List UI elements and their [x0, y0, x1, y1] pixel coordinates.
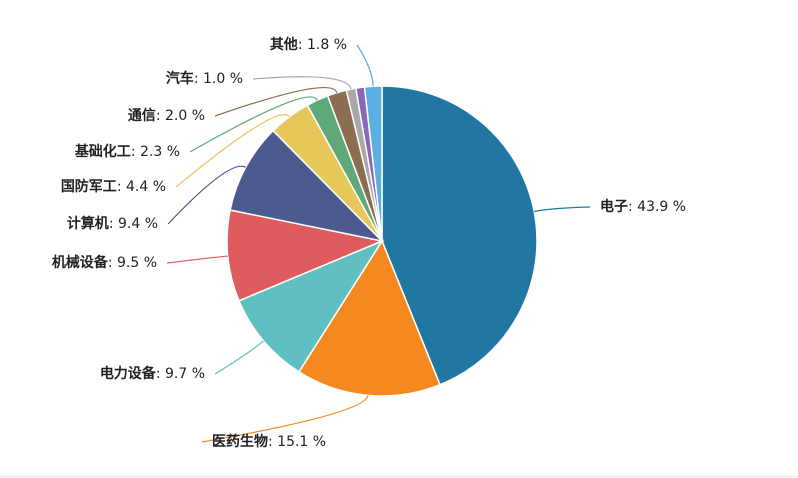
category-name: 汽车 — [166, 70, 194, 87]
leader-line — [252, 76, 352, 90]
value-label: : 4.4 % — [117, 179, 166, 195]
category-name: 医药生物 — [212, 433, 268, 450]
value-label: : 1.8 % — [298, 37, 347, 53]
slice-label: 机械设备: 9.5 % — [52, 254, 157, 271]
slice-label: 医药生物: 15.1 % — [212, 433, 326, 450]
category-name: 国防军工 — [61, 178, 117, 195]
slice-label: 汽车: 1.0 % — [166, 70, 243, 87]
pie-slice — [297, 239, 441, 397]
category-name: 电子 — [600, 198, 628, 215]
pie-slice — [226, 209, 385, 302]
value-label: : 9.4 % — [109, 216, 158, 232]
leader-line — [201, 395, 369, 443]
slice-label: 电子: 43.9 % — [600, 198, 686, 215]
slice-label: 电力设备: 9.7 % — [100, 365, 205, 382]
category-name: 电力设备 — [100, 365, 157, 382]
pie-slice — [229, 129, 385, 243]
value-label: : 1.0 % — [194, 71, 243, 87]
category-name: 其他 — [270, 36, 298, 53]
leader-line — [214, 340, 264, 375]
value-label: : 43.9 % — [628, 199, 686, 215]
slice-label: 基础化工: 2.3 % — [75, 143, 180, 160]
leader-line — [175, 114, 290, 188]
slice-label: 通信: 2.0 % — [128, 107, 205, 124]
category-name: 基础化工 — [75, 143, 131, 160]
value-label: : 9.5 % — [108, 255, 157, 271]
leader-line — [214, 87, 338, 117]
value-label: : 15.1 % — [268, 434, 326, 450]
category-name: 通信 — [128, 107, 156, 124]
leader-line — [534, 206, 591, 213]
value-label: : 2.3 % — [131, 144, 180, 160]
leader-line — [167, 165, 246, 225]
category-name: 计算机 — [67, 215, 109, 232]
slice-label: 国防军工: 4.4 % — [61, 178, 166, 195]
slice-label: 计算机: 9.4 % — [67, 215, 158, 232]
category-name: 机械设备 — [52, 254, 109, 271]
value-label: : 9.7 % — [156, 366, 205, 382]
leader-line — [189, 96, 318, 153]
slice-label: 其他: 1.8 % — [270, 36, 347, 53]
leader-line — [166, 255, 228, 264]
leader-line — [356, 44, 374, 87]
value-label: : 2.0 % — [156, 108, 205, 124]
